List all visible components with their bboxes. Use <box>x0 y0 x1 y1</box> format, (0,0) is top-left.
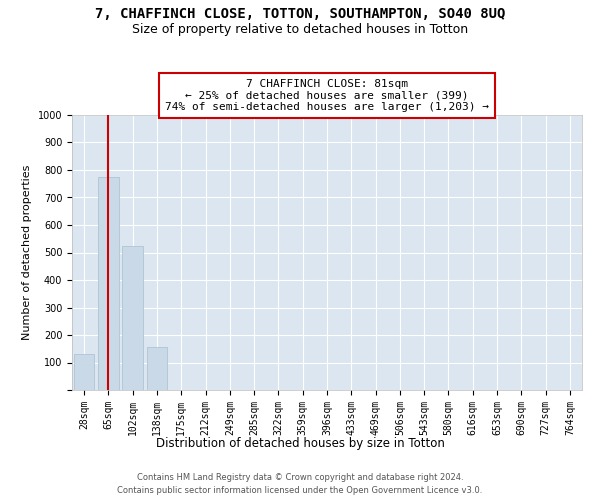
Bar <box>98 177 119 390</box>
Y-axis label: Number of detached properties: Number of detached properties <box>22 165 32 340</box>
Text: Contains HM Land Registry data © Crown copyright and database right 2024.: Contains HM Land Registry data © Crown c… <box>137 472 463 482</box>
Text: 7, CHAFFINCH CLOSE, TOTTON, SOUTHAMPTON, SO40 8UQ: 7, CHAFFINCH CLOSE, TOTTON, SOUTHAMPTON,… <box>95 8 505 22</box>
Text: Contains public sector information licensed under the Open Government Licence v3: Contains public sector information licen… <box>118 486 482 495</box>
Text: Size of property relative to detached houses in Totton: Size of property relative to detached ho… <box>132 22 468 36</box>
Bar <box>146 346 167 390</box>
Text: Distribution of detached houses by size in Totton: Distribution of detached houses by size … <box>155 438 445 450</box>
Bar <box>122 246 143 390</box>
Text: 7 CHAFFINCH CLOSE: 81sqm
← 25% of detached houses are smaller (399)
74% of semi-: 7 CHAFFINCH CLOSE: 81sqm ← 25% of detach… <box>165 79 489 112</box>
Bar <box>74 354 94 390</box>
